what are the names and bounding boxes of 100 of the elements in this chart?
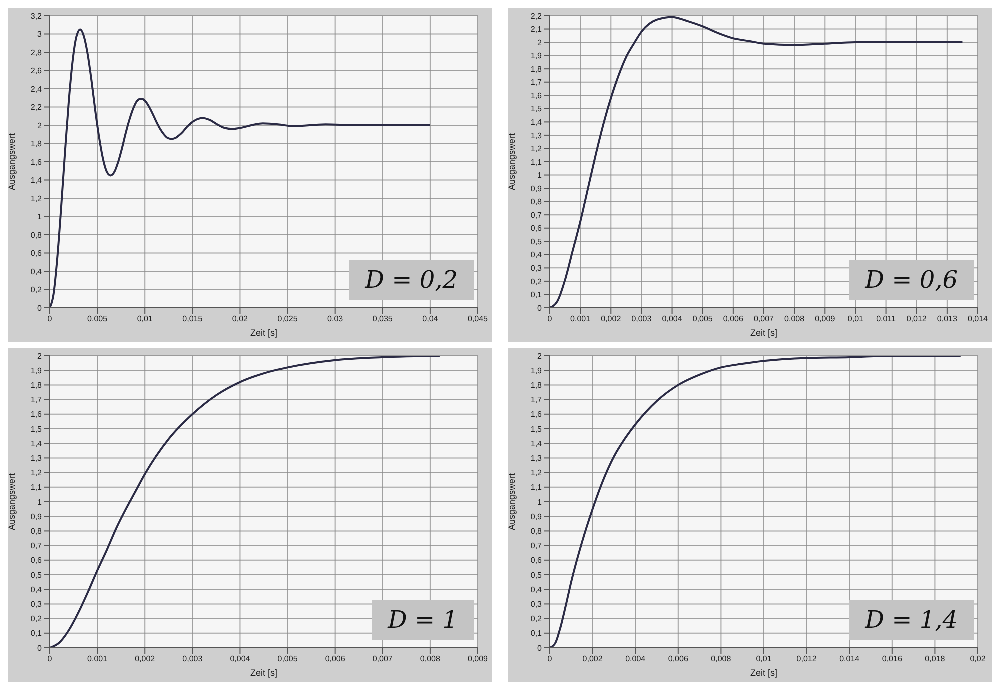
- x-tick-label: 0,009: [468, 654, 489, 664]
- x-tick-label: 0: [48, 654, 53, 664]
- y-tick-label: 1,5: [30, 424, 43, 434]
- y-tick-label: 0: [538, 304, 543, 313]
- y-tick-label: 2: [38, 352, 43, 361]
- y-tick-label: 0,6: [530, 556, 543, 566]
- y-tick-label: 1,1: [530, 483, 543, 492]
- y-tick-label: 0,8: [530, 198, 543, 207]
- y-tick-label: 2,6: [30, 66, 43, 76]
- y-tick-label: 1,2: [530, 468, 543, 478]
- y-tick-label: 1,6: [530, 410, 543, 420]
- y-tick-label: 1,6: [30, 158, 43, 167]
- y-tick-label: 0,7: [530, 542, 543, 551]
- y-tick-label: 0,1: [530, 290, 543, 300]
- y-axis-title: Ausgangswert: [7, 132, 18, 191]
- x-tick-label: 0,014: [840, 654, 860, 664]
- y-tick-label: 3: [38, 30, 43, 40]
- x-tick-label: 0,001: [570, 314, 592, 324]
- x-tick-label: 0,002: [135, 654, 156, 664]
- x-tick-label: 0,01: [848, 314, 864, 324]
- y-tick-label: 1: [38, 212, 43, 222]
- y-tick-label: 0: [38, 644, 43, 653]
- y-tick-label: 1,9: [530, 52, 543, 61]
- y-tick-label: 1,5: [530, 424, 543, 434]
- y-tick-label: 0,5: [530, 237, 543, 246]
- x-tick-label: 0,004: [662, 314, 683, 324]
- y-tick-label: 0,7: [530, 210, 543, 220]
- y-tick-label: 1,4: [530, 118, 543, 128]
- y-tick-label: 0,1: [530, 629, 543, 638]
- y-tick-label: 1,9: [30, 366, 43, 376]
- x-tick-label: 0,025: [278, 314, 298, 324]
- y-tick-label: 0,4: [30, 585, 43, 594]
- y-tick-label: 0,4: [530, 250, 543, 260]
- x-tick-label: 0,005: [88, 314, 108, 324]
- y-tick-label: 0: [38, 304, 43, 313]
- y-tick-label: 0,5: [30, 570, 43, 580]
- x-tick-label: 0,04: [422, 314, 439, 324]
- annotation: D = 1: [372, 600, 474, 640]
- y-tick-label: 0,2: [530, 614, 543, 624]
- x-tick-label: 0: [48, 314, 53, 324]
- y-tick-label: 0,2: [30, 614, 43, 624]
- y-tick-label: 0,6: [30, 249, 43, 258]
- y-tick-label: 1,2: [30, 468, 43, 478]
- x-axis-title: Zeit [s]: [750, 668, 778, 678]
- y-tick-label: 0,4: [530, 585, 543, 594]
- y-tick-label: 3,2: [30, 12, 43, 21]
- annotation: D = 0,6: [849, 260, 974, 300]
- x-tick-label: 0,012: [796, 654, 818, 664]
- x-tick-label: 0,035: [372, 314, 394, 324]
- y-tick-label: 2,2: [30, 103, 43, 112]
- y-tick-label: 0,8: [30, 527, 43, 536]
- x-tick-label: 0,006: [723, 314, 744, 324]
- y-tick-label: 2: [538, 38, 543, 48]
- y-tick-label: 2,2: [530, 12, 543, 21]
- annotation: D = 1,4: [849, 600, 974, 640]
- y-tick-label: 1,3: [30, 454, 43, 464]
- x-tick-label: 0,02: [970, 654, 986, 664]
- x-tick-label: 0,014: [968, 314, 989, 324]
- x-tick-label: 0,02: [232, 314, 249, 324]
- y-tick-label: 1,3: [530, 454, 543, 464]
- x-tick-label: 0,005: [278, 654, 298, 664]
- y-tick-label: 0,1: [30, 629, 43, 638]
- x-tick-label: 0,008: [784, 314, 806, 324]
- y-tick-label: 2,4: [30, 84, 43, 94]
- y-tick-label: 0,5: [530, 570, 543, 580]
- x-tick-label: 0,003: [182, 654, 204, 664]
- y-tick-label: 2: [38, 121, 43, 130]
- x-tick-label: 0,008: [711, 654, 732, 664]
- y-tick-label: 1,2: [30, 194, 43, 204]
- y-tick-label: 2,8: [30, 48, 43, 58]
- x-tick-label: 0,008: [420, 654, 441, 664]
- y-tick-label: 1,4: [30, 439, 43, 448]
- y-tick-label: 1,1: [30, 483, 43, 492]
- y-tick-label: 1,8: [30, 381, 43, 390]
- y-tick-label: 1,6: [530, 91, 543, 100]
- y-axis-title: Ausgangswert: [7, 472, 18, 531]
- y-axis-title: Ausgangswert: [507, 132, 518, 191]
- x-tick-label: 0,018: [925, 654, 946, 664]
- x-tick-label: 0,006: [668, 654, 689, 664]
- x-tick-label: 0,007: [372, 654, 394, 664]
- y-tick-label: 1: [538, 171, 543, 180]
- y-tick-label: 1: [538, 498, 543, 507]
- y-tick-label: 1,2: [530, 144, 543, 154]
- y-tick-label: 1: [38, 498, 43, 507]
- y-tick-label: 1,9: [530, 366, 543, 376]
- x-tick-label: 0,016: [882, 654, 903, 664]
- x-tick-label: 0,012: [906, 314, 928, 324]
- x-tick-label: 0: [548, 314, 553, 324]
- x-tick-label: 0,011: [876, 314, 897, 324]
- y-tick-label: 0,2: [530, 277, 543, 286]
- y-tick-label: 0,9: [530, 512, 543, 522]
- y-tick-label: 0: [538, 644, 543, 653]
- x-tick-label: 0,01: [137, 314, 154, 324]
- y-tick-label: 0,3: [530, 264, 543, 274]
- x-tick-label: 0,006: [325, 654, 346, 664]
- y-tick-label: 1,7: [530, 78, 543, 88]
- x-tick-label: 0,005: [692, 314, 714, 324]
- y-tick-label: 1,3: [530, 131, 543, 140]
- y-tick-label: 0,8: [530, 527, 543, 536]
- x-tick-label: 0,007: [754, 314, 775, 324]
